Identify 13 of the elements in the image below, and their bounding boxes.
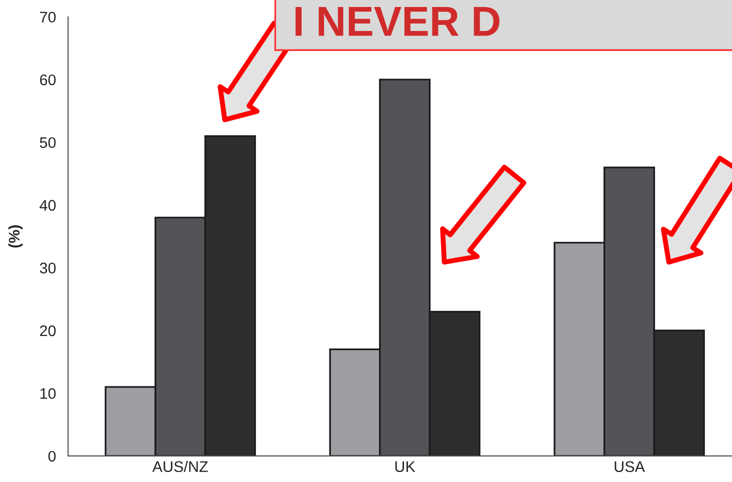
y-tick-label: 50 [40,137,56,148]
y-tick-label: 70 [40,12,56,23]
y-tick-label: 0 [48,450,56,462]
annotation: I NEVER D [296,7,500,36]
y-tick-label: 20 [40,325,56,336]
x-tick-label: USA [614,461,645,472]
x-tick-label: UK [395,461,416,472]
y-tick-label: 60 [40,74,56,86]
x-tick-label: AUS/NZ [152,460,208,472]
y-tick-label: 10 [40,388,56,399]
y-axis-title: (%) [8,225,23,248]
y-tick-label: 40 [40,200,56,211]
y-tick-label: 30 [40,262,56,274]
